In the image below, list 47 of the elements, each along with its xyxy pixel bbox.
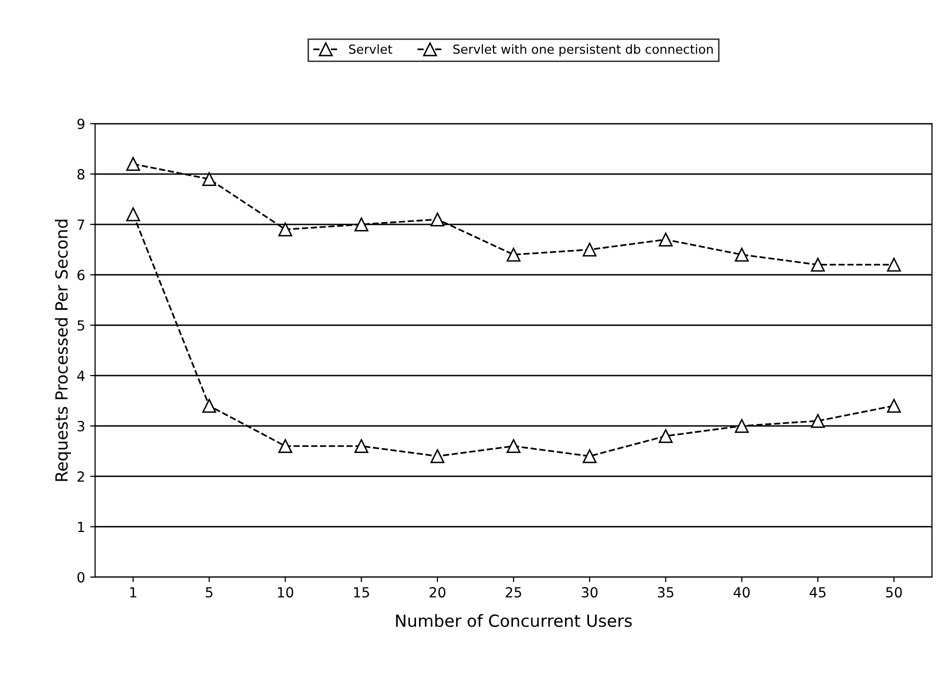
point xyxy=(278,222,292,236)
point xyxy=(658,429,673,443)
point xyxy=(582,449,597,464)
y-tick-label: 2 xyxy=(78,471,84,482)
x-tick-label: 1 xyxy=(130,587,136,598)
y-tick-label: 4 xyxy=(77,370,85,381)
x-tick-label: 20 xyxy=(430,587,446,598)
legend-label: Servlet with one persistent db connection xyxy=(453,44,713,56)
x-tick-label: 40 xyxy=(734,587,750,598)
y-tick-label: 7 xyxy=(78,220,84,230)
x-tick-label: 25 xyxy=(506,587,522,598)
x-tick-label: 30 xyxy=(582,587,598,598)
point xyxy=(202,172,216,186)
point xyxy=(810,258,825,272)
x-tick-label: 10 xyxy=(278,587,294,598)
point xyxy=(126,207,140,222)
y-axis-title: Requests Processed Per Second xyxy=(54,220,71,481)
legend-label: Servlet xyxy=(349,44,392,54)
point xyxy=(734,418,749,433)
point xyxy=(886,258,901,272)
point xyxy=(202,398,216,413)
x-tick-label: 50 xyxy=(886,587,902,598)
y-tick-label: 0 xyxy=(77,572,84,583)
x-tick-label: 5 xyxy=(206,587,212,598)
point xyxy=(658,232,673,246)
x-tick-label: 35 xyxy=(658,587,674,598)
point xyxy=(430,212,444,226)
x-tick-label: 45 xyxy=(810,587,826,598)
y-tick-label: 5 xyxy=(78,320,84,331)
y-tick-label: 8 xyxy=(77,169,84,180)
point xyxy=(278,439,292,454)
y-tick-label: 9 xyxy=(77,118,84,130)
point xyxy=(582,242,597,257)
point xyxy=(886,398,901,413)
x-axis-title: Number of Concurrent Users xyxy=(396,614,632,628)
point xyxy=(506,439,520,454)
point xyxy=(430,449,444,464)
point xyxy=(354,217,368,232)
point xyxy=(810,414,825,428)
point xyxy=(126,157,140,171)
y-tick-label: 3 xyxy=(78,420,84,432)
point xyxy=(354,439,368,454)
x-tick-label: 15 xyxy=(354,587,370,598)
point xyxy=(734,248,749,262)
point xyxy=(506,248,520,262)
y-tick-label: 6 xyxy=(78,270,85,280)
y-tick-label: 1 xyxy=(78,522,84,532)
